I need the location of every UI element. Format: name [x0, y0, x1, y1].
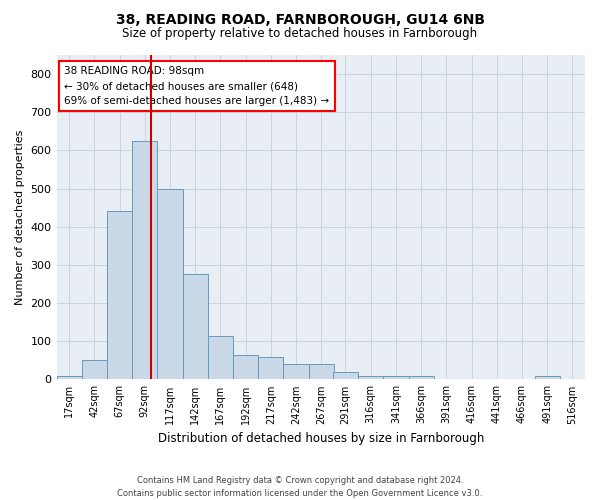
Text: 38, READING ROAD, FARNBOROUGH, GU14 6NB: 38, READING ROAD, FARNBOROUGH, GU14 6NB — [115, 12, 485, 26]
Bar — [233, 354, 258, 380]
Bar — [56, 376, 82, 380]
Text: Size of property relative to detached houses in Farnborough: Size of property relative to detached ho… — [122, 28, 478, 40]
Bar — [308, 364, 334, 380]
X-axis label: Distribution of detached houses by size in Farnborough: Distribution of detached houses by size … — [158, 432, 484, 445]
Bar — [107, 212, 132, 380]
Bar — [182, 274, 208, 380]
Text: 38 READING ROAD: 98sqm
← 30% of detached houses are smaller (648)
69% of semi-de: 38 READING ROAD: 98sqm ← 30% of detached… — [64, 66, 329, 106]
Bar — [132, 141, 157, 380]
Bar — [358, 376, 383, 380]
Bar — [535, 376, 560, 380]
Bar — [283, 364, 308, 380]
Bar — [409, 376, 434, 380]
Y-axis label: Number of detached properties: Number of detached properties — [15, 130, 25, 305]
Bar — [82, 360, 107, 380]
Bar — [157, 188, 182, 380]
Bar — [258, 356, 283, 380]
Bar — [333, 372, 358, 380]
Bar — [383, 376, 409, 380]
Bar — [208, 336, 233, 380]
Text: Contains HM Land Registry data © Crown copyright and database right 2024.
Contai: Contains HM Land Registry data © Crown c… — [118, 476, 482, 498]
